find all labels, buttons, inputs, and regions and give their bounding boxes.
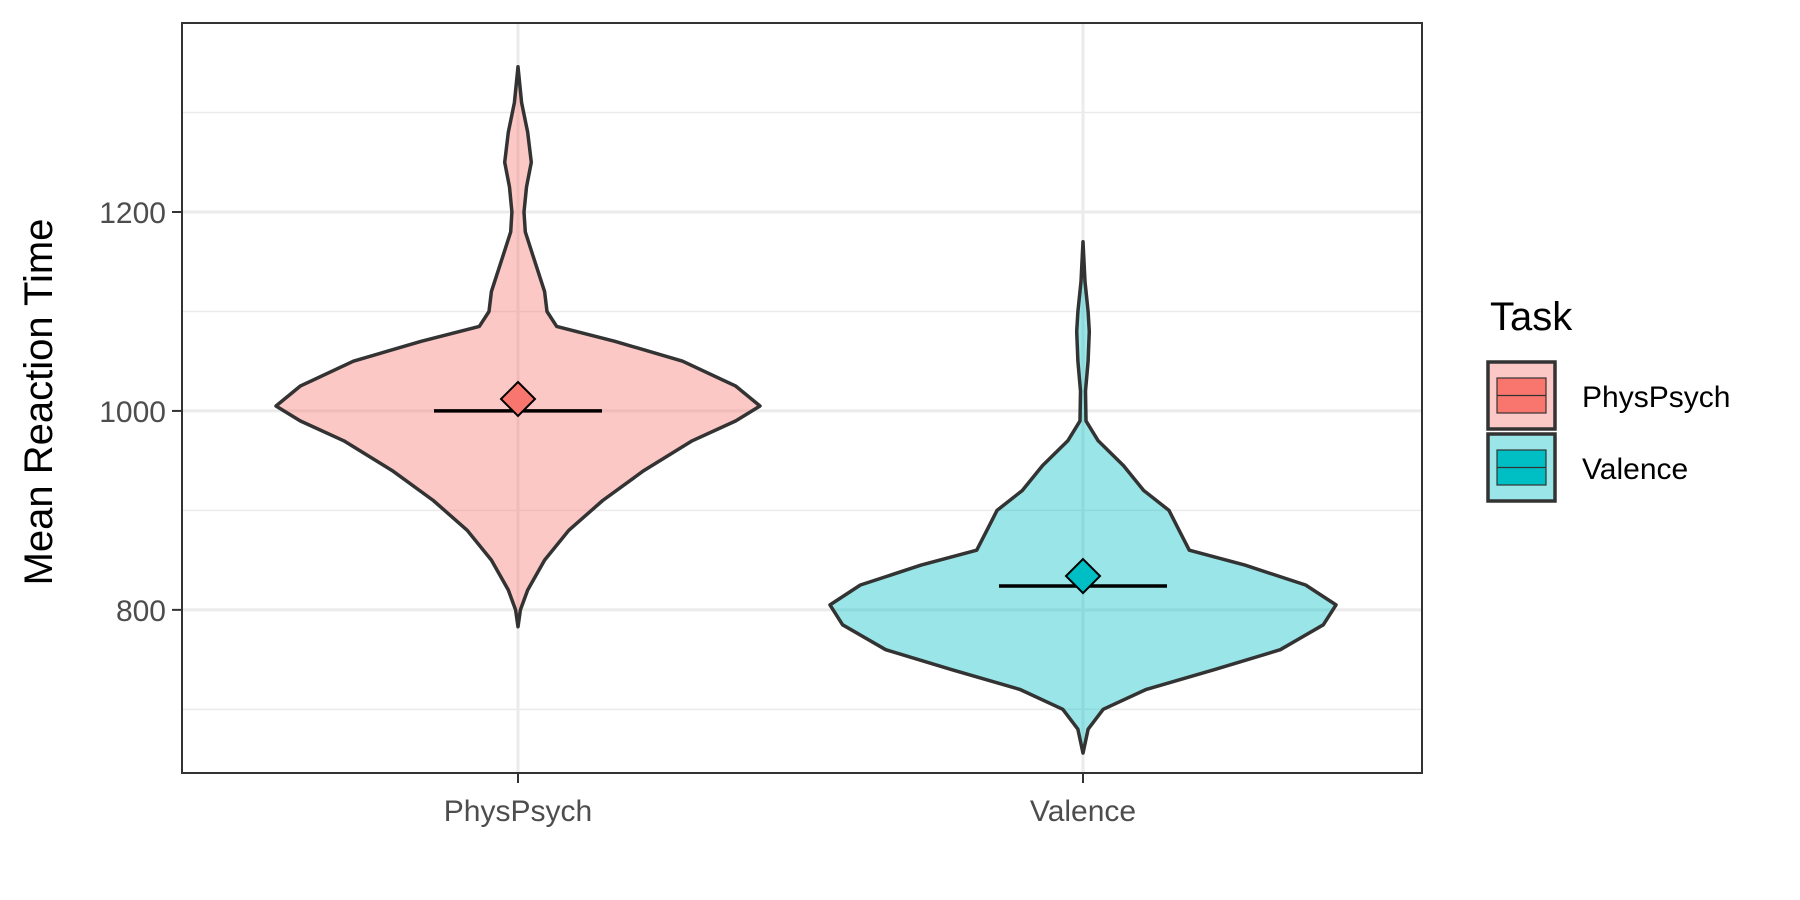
legend-label-physpsych: PhysPsych [1582,381,1730,414]
violin-physpsych [274,65,762,629]
y-tick-label: 1000 [99,396,166,429]
panel-background [182,23,1422,773]
legend-title: Task [1490,295,1573,339]
legend: Task PhysPsych Valence [1486,295,1730,503]
violin-valence [828,240,1338,755]
mean-marker-physpsych [499,380,537,418]
y-tick-label: 1200 [99,197,166,230]
y-axis-title: Mean Reaction Time [17,219,61,586]
mean-marker-valence [1064,557,1102,595]
y-axis: 800 1000 1200 [99,197,182,628]
x-axis: PhysPsych Valence [444,773,1136,828]
legend-key-valence [1486,432,1557,503]
plot-panel [181,22,1423,774]
y-tick-label: 800 [116,595,166,628]
panel-border [181,22,1423,774]
legend-label-valence: Valence [1582,453,1688,486]
legend-key-physpsych [1486,360,1557,431]
x-tick-label-physpsych: PhysPsych [444,795,592,828]
x-tick-label-valence: Valence [1030,795,1136,828]
